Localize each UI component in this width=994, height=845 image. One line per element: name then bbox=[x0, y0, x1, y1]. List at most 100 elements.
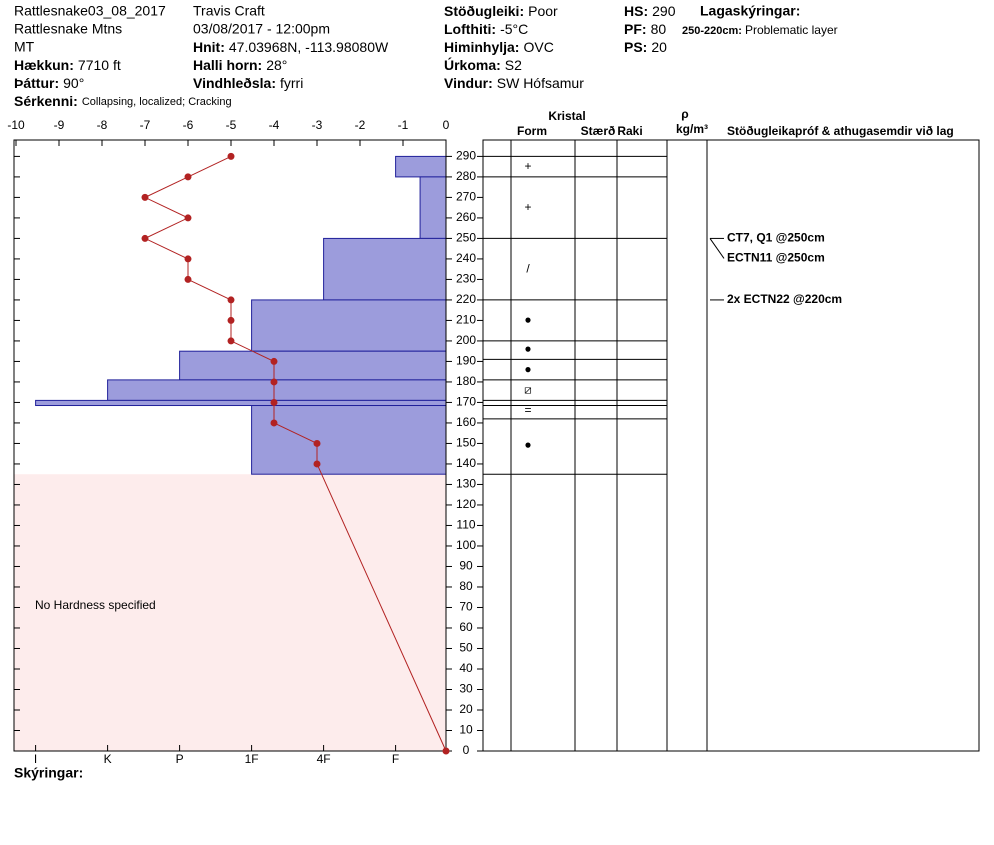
header-field: Lofthiti: -5°C bbox=[444, 21, 528, 37]
table-header: Stærð bbox=[581, 124, 616, 138]
field-value: 7710 ft bbox=[78, 57, 121, 73]
hardness-tick-label: I bbox=[34, 752, 37, 766]
field-value: fyrri bbox=[280, 75, 303, 91]
y-tick-label: 40 bbox=[459, 661, 473, 675]
x-tick-label: -9 bbox=[54, 118, 65, 132]
no-hardness-zone bbox=[14, 474, 446, 751]
hardness-bar bbox=[251, 299, 447, 352]
field-label: Vindur: bbox=[444, 75, 493, 91]
temperature-point bbox=[227, 296, 235, 304]
field-label: Sérkenni: bbox=[14, 93, 78, 109]
x-tick-label: -6 bbox=[183, 118, 194, 132]
y-tick-label: 270 bbox=[456, 190, 476, 204]
y-tick-label: 210 bbox=[456, 313, 476, 327]
header-field: Halli horn: 28° bbox=[193, 57, 287, 73]
stability-test: 2x ECTN22 @220cm bbox=[727, 292, 842, 306]
header-field: Vindhleðsla: fyrri bbox=[193, 75, 303, 91]
crystal-form: ● bbox=[524, 438, 531, 452]
field-value: OVC bbox=[523, 39, 553, 55]
x-tick-label: -3 bbox=[312, 118, 323, 132]
temperature-point bbox=[184, 214, 192, 222]
hardness-bar bbox=[35, 399, 447, 407]
hardness-tick-label: 4F bbox=[317, 752, 331, 766]
y-tick-label: 120 bbox=[456, 497, 476, 511]
field-value: 290 bbox=[652, 3, 676, 19]
stability-test: CT7, Q1 @250cm bbox=[727, 231, 825, 245]
temperature-point bbox=[442, 747, 450, 755]
field-value: SW Hófsamur bbox=[497, 75, 584, 91]
hardness-bar bbox=[179, 350, 447, 381]
no-hardness-label: No Hardness specified bbox=[35, 598, 156, 612]
plot-frame bbox=[13, 139, 447, 752]
field-value: 20 bbox=[651, 39, 667, 55]
note-text: Problematic layer bbox=[745, 23, 838, 37]
temperature-point bbox=[184, 255, 192, 263]
temperature-point bbox=[313, 460, 321, 468]
table-header: kg/m³ bbox=[676, 122, 708, 136]
hardness-tick-label: F bbox=[392, 752, 399, 766]
hardness-tick-label: P bbox=[176, 752, 184, 766]
y-tick-label: 70 bbox=[459, 600, 473, 614]
field-label: Hækkun: bbox=[14, 57, 74, 73]
x-tick-label: -5 bbox=[226, 118, 237, 132]
crystal-form: / bbox=[526, 261, 530, 275]
crystal-form: ● bbox=[524, 362, 531, 376]
y-tick-label: 190 bbox=[456, 354, 476, 368]
temperature-point bbox=[313, 439, 321, 447]
header-field: Himinhylja: OVC bbox=[444, 39, 554, 55]
crystal-form: ● bbox=[524, 313, 531, 327]
y-tick-label: 230 bbox=[456, 272, 476, 286]
header-text: Lagaskýringar: bbox=[700, 3, 800, 19]
y-tick-label: 30 bbox=[459, 682, 473, 696]
header-text: 03/08/2017 - 12:00pm bbox=[193, 21, 330, 37]
y-tick-label: 20 bbox=[459, 702, 473, 716]
table-header: Stöðugleikapróf & athugasemdir við lag bbox=[727, 124, 954, 138]
y-tick-label: 200 bbox=[456, 333, 476, 347]
field-value: -5°C bbox=[500, 21, 528, 37]
field-label: Úrkoma: bbox=[444, 56, 501, 73]
field-label: Lofthiti: bbox=[444, 21, 496, 37]
layer-note: 250-220cm: Problematic layer bbox=[682, 23, 838, 37]
header-field: Hnit: 47.03968N, -113.98080W bbox=[193, 39, 389, 55]
header-text: Rattlesnake03_08_2017 bbox=[14, 3, 166, 19]
note-range: 250-220cm: bbox=[682, 25, 742, 37]
crystal-form: = bbox=[524, 403, 531, 417]
header-field: PF: 80 bbox=[624, 21, 666, 37]
x-tick-label: -1 bbox=[398, 118, 409, 132]
y-tick-label: 80 bbox=[459, 579, 473, 593]
y-tick-label: 140 bbox=[456, 456, 476, 470]
y-tick-label: 130 bbox=[456, 477, 476, 491]
stability-test: ECTN11 @250cm bbox=[727, 251, 825, 265]
field-value: 47.03968N, -113.98080W bbox=[229, 39, 389, 55]
y-tick-label: 280 bbox=[456, 169, 476, 183]
crystal-form: ● bbox=[524, 341, 531, 355]
test-arrow bbox=[709, 238, 725, 259]
temperature-point bbox=[270, 378, 278, 386]
y-tick-label: 250 bbox=[456, 231, 476, 245]
temperature-point bbox=[270, 357, 278, 365]
y-tick-label: 0 bbox=[463, 743, 470, 757]
field-value: 28° bbox=[266, 57, 287, 73]
x-tick-label: -10 bbox=[7, 118, 25, 132]
y-tick-label: 110 bbox=[456, 518, 475, 532]
field-label: Hnit: bbox=[193, 39, 225, 55]
field-value: 80 bbox=[651, 21, 667, 37]
temperature-point bbox=[227, 316, 235, 324]
hardness-bar bbox=[323, 237, 447, 301]
temperature-point bbox=[184, 173, 192, 181]
hardness-tick-label: 1F bbox=[245, 752, 259, 766]
y-tick-label: 10 bbox=[459, 723, 473, 737]
field-label: Þáttur: bbox=[14, 75, 59, 91]
temperature-point bbox=[184, 275, 192, 283]
table-frame bbox=[482, 139, 980, 752]
field-label: Halli horn: bbox=[193, 57, 262, 73]
header-field: PS: 20 bbox=[624, 39, 667, 55]
temperature-point bbox=[227, 152, 235, 160]
field-label: Stöðugleiki: bbox=[444, 3, 524, 19]
hardness-bar bbox=[251, 405, 447, 475]
hardness-bar bbox=[419, 176, 447, 239]
header-field: Stöðugleiki: Poor bbox=[444, 3, 558, 19]
header-field: Þáttur: 90° bbox=[14, 75, 84, 91]
